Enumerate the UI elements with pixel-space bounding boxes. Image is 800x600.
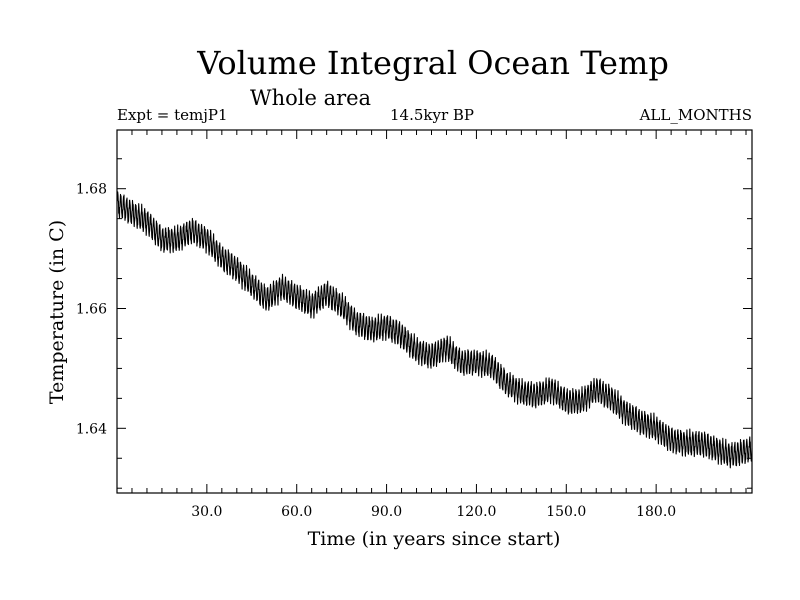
y-tick-label: 1.68 bbox=[76, 182, 107, 198]
x-axis-label: Time (in years since start) bbox=[308, 528, 561, 550]
x-tick-label: 150.0 bbox=[546, 504, 586, 520]
period-label: 14.5kyr BP bbox=[390, 106, 475, 124]
x-tick-label: 90.0 bbox=[371, 504, 402, 520]
series-line bbox=[116, 191, 753, 469]
x-tick-label: 120.0 bbox=[456, 504, 496, 520]
y-tick-label: 1.64 bbox=[76, 421, 107, 437]
y-tick-label: 1.66 bbox=[76, 302, 107, 318]
experiment-label: Expt = temjP1 bbox=[117, 106, 228, 124]
chart-subtitle: Whole area bbox=[250, 86, 372, 110]
plot-frame bbox=[116, 129, 753, 494]
x-tick-label: 30.0 bbox=[191, 504, 222, 520]
x-tick-label: 180.0 bbox=[636, 504, 676, 520]
months-label: ALL_MONTHS bbox=[639, 106, 752, 124]
y-axis-label: Temperature (in C) bbox=[46, 220, 68, 404]
x-tick-label: 60.0 bbox=[281, 504, 312, 520]
chart-title: Volume Integral Ocean Temp bbox=[197, 44, 669, 82]
plot-area: 30.0 60.0 90.0 120.0 150.0 180.0 1.64 1.66 1.68 bbox=[76, 129, 753, 520]
